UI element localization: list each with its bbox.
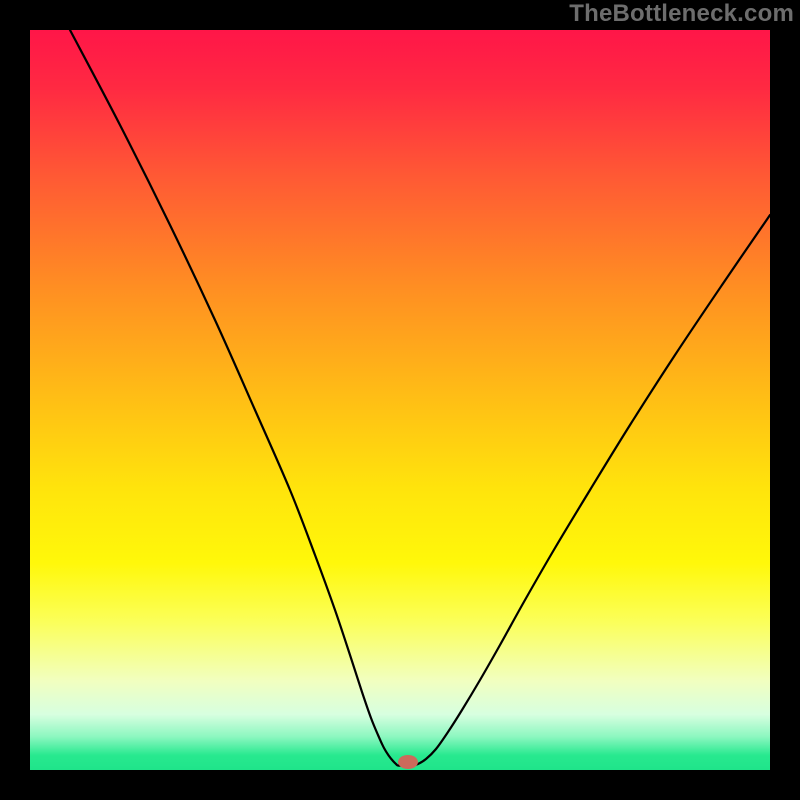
chart-stage: TheBottleneck.com [0,0,800,800]
optimal-marker [398,755,418,769]
plot-background [30,30,770,770]
chart-svg [0,0,800,800]
